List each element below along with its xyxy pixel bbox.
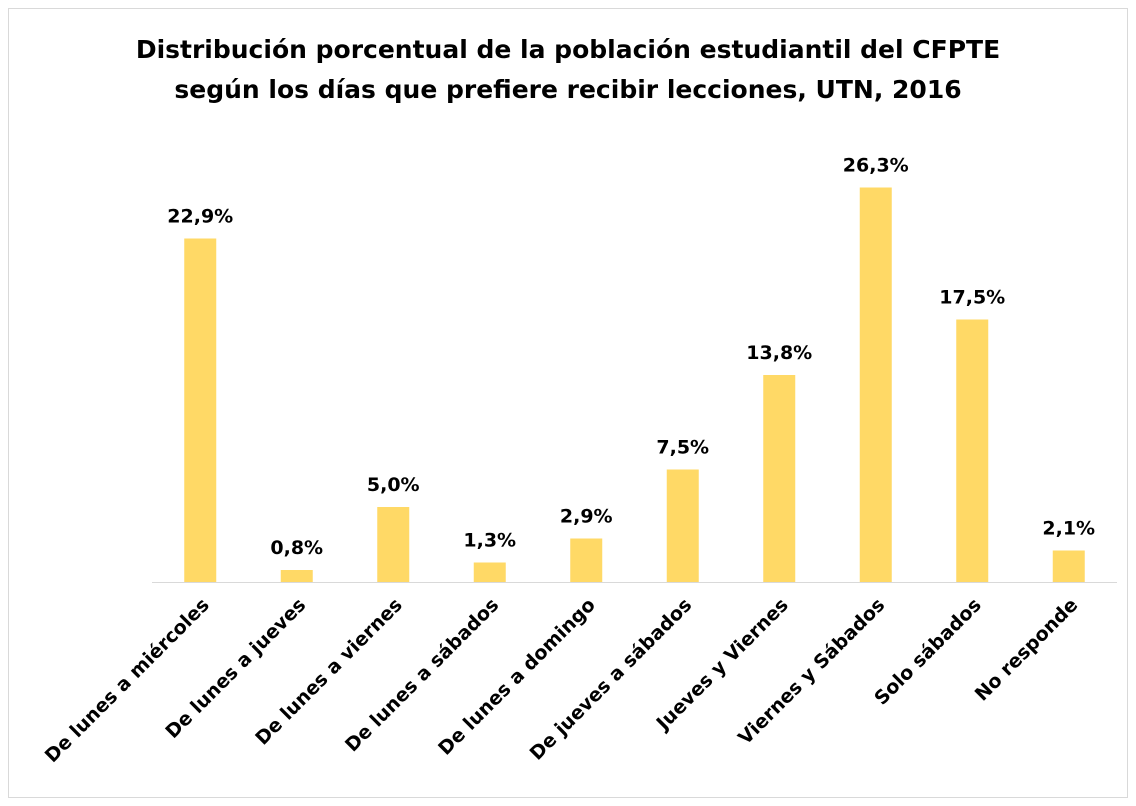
bar (473, 562, 506, 582)
value-label: 17,5% (939, 287, 1005, 309)
value-label: 0,8% (270, 537, 323, 559)
value-label: 1,3% (463, 530, 516, 552)
bar (1052, 550, 1085, 582)
value-label: 26,3% (843, 155, 909, 177)
value-label: 5,0% (367, 474, 420, 496)
value-label: 13,8% (746, 342, 812, 364)
bar (956, 319, 989, 582)
bar (184, 238, 217, 582)
chart-title: según los días que prefiere recibir lecc… (174, 75, 961, 104)
value-label: 7,5% (656, 437, 709, 459)
bar (859, 187, 892, 582)
bar (763, 375, 796, 582)
bar (280, 570, 313, 582)
value-label: 2,9% (560, 506, 613, 528)
bar (666, 469, 699, 582)
chart-title: Distribución porcentual de la población … (136, 35, 1000, 64)
bar (570, 538, 603, 582)
value-label: 2,1% (1042, 518, 1095, 540)
bar (377, 507, 410, 582)
value-label: 22,9% (167, 206, 233, 228)
